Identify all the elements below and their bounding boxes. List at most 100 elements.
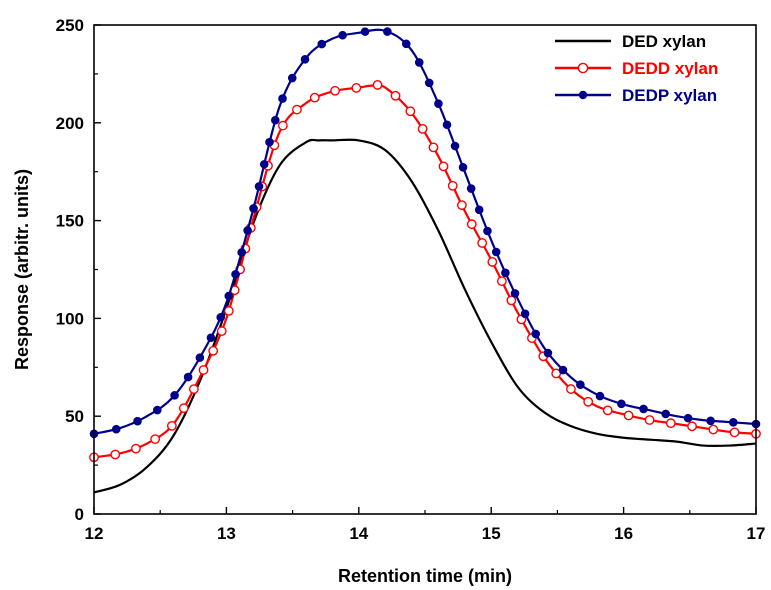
data-point	[474, 205, 484, 215]
data-point	[543, 348, 553, 358]
data-point	[644, 415, 655, 425]
data-point	[496, 276, 507, 287]
data-point	[558, 365, 568, 375]
data-point	[351, 83, 362, 93]
data-point	[216, 312, 226, 322]
data-point	[178, 403, 189, 414]
data-point	[729, 427, 740, 438]
legend: DED xylan DEDD xylan DEDP xylan	[555, 32, 718, 105]
series-ded-xylan	[93, 138, 757, 494]
x-tick-label: 17	[747, 524, 766, 543]
data-point	[466, 184, 476, 193]
data-point	[330, 85, 340, 96]
data-point	[456, 200, 467, 211]
data-point	[706, 416, 715, 426]
data-point	[665, 418, 676, 429]
x-tick-label: 14	[349, 524, 368, 543]
data-point	[506, 295, 517, 306]
y-axis-title: Response (arbitr. units)	[12, 169, 32, 370]
data-point	[338, 30, 347, 40]
legend-label: DEDP xylan	[622, 86, 717, 105]
x-tick-label: 16	[614, 524, 633, 543]
data-point	[438, 161, 449, 172]
legend-item: DEDD xylan	[555, 59, 718, 78]
series-line	[93, 138, 757, 494]
data-point	[309, 92, 320, 103]
data-point	[265, 137, 274, 147]
data-point	[278, 94, 287, 103]
data-point	[360, 27, 370, 36]
axes-layer: 12 13 14 15 16 17 0 50 100 150 200 250	[56, 16, 766, 543]
data-point	[188, 384, 199, 395]
x-axis-title: Retention time (min)	[338, 566, 512, 586]
data-point	[231, 269, 240, 279]
data-point	[183, 372, 193, 382]
data-point	[166, 421, 177, 431]
data-point	[254, 182, 264, 191]
data-point	[300, 54, 310, 64]
data-point	[259, 159, 269, 169]
data-point	[277, 120, 288, 131]
y-tick-label: 50	[65, 407, 84, 426]
data-point	[249, 204, 258, 213]
data-point	[602, 405, 613, 416]
data-point	[223, 305, 234, 316]
data-point	[224, 291, 234, 301]
data-point	[466, 219, 477, 230]
data-point	[531, 329, 541, 339]
series-line	[93, 83, 757, 459]
data-point	[390, 90, 401, 101]
data-point	[405, 106, 416, 117]
x-tick-label: 13	[217, 524, 236, 543]
legend-marker	[577, 62, 589, 74]
data-point	[287, 73, 297, 83]
data-point	[623, 410, 634, 421]
data-point	[414, 58, 424, 67]
data-point	[198, 365, 209, 375]
data-point	[153, 405, 162, 415]
data-point	[372, 80, 383, 90]
data-point	[501, 268, 510, 278]
data-point	[383, 27, 392, 36]
data-point	[243, 226, 252, 235]
data-point	[417, 123, 428, 134]
data-point	[170, 391, 179, 400]
y-tick-label: 0	[75, 505, 84, 524]
data-point	[206, 333, 216, 343]
legend-item: DED xylan	[555, 32, 706, 51]
data-point	[576, 380, 585, 390]
data-point	[708, 424, 719, 435]
data-point	[458, 163, 468, 172]
legend-label: DED xylan	[622, 32, 706, 51]
data-point	[617, 399, 626, 409]
data-point	[317, 39, 327, 49]
data-point	[195, 353, 205, 362]
data-point	[487, 257, 498, 267]
data-point	[510, 289, 520, 298]
data-point	[401, 39, 411, 49]
data-point	[110, 449, 121, 460]
legend-marker	[578, 90, 588, 100]
y-tick-label: 200	[56, 114, 84, 133]
x-tick-label: 12	[85, 524, 104, 543]
data-point	[150, 434, 161, 445]
data-point	[133, 416, 142, 426]
data-point	[566, 384, 576, 394]
data-point	[491, 247, 501, 257]
data-point	[237, 248, 246, 257]
data-point	[111, 424, 121, 434]
legend-label: DEDD xylan	[622, 59, 718, 78]
data-point	[442, 120, 452, 130]
series-layer	[89, 27, 761, 494]
data-point	[428, 142, 439, 153]
series-dedp-xylan	[89, 27, 761, 439]
y-tick-label: 150	[56, 212, 84, 231]
y-tick-label: 250	[56, 16, 84, 35]
data-point	[292, 104, 302, 115]
x-tick-label: 15	[482, 524, 501, 543]
data-point	[270, 115, 280, 125]
legend-item: DEDP xylan	[555, 86, 717, 105]
data-point	[729, 418, 738, 427]
data-point	[447, 180, 458, 191]
